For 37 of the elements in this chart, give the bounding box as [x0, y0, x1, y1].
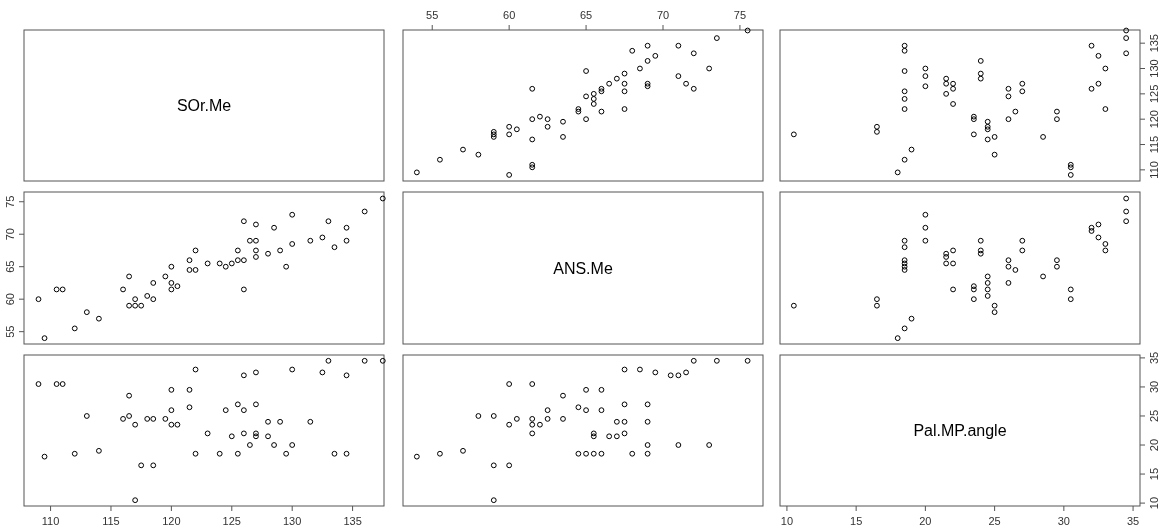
- y-tick-label: 110: [1148, 161, 1160, 179]
- x-tick-label: 35: [1126, 515, 1140, 527]
- text: ANS.Me: [553, 259, 613, 277]
- x-tick-label: 25: [988, 515, 1001, 527]
- y-tick-label: 10: [1148, 496, 1160, 510]
- x-tick-label: 30: [1057, 515, 1070, 527]
- x-tick-label: 20: [919, 515, 932, 527]
- x-tick-label: 70: [656, 9, 670, 21]
- y-tick-label: 25: [1148, 409, 1160, 423]
- x-tick-label: 110: [41, 515, 60, 527]
- x-tick-label: 55: [426, 9, 439, 21]
- y-tick-label: 70: [4, 228, 16, 241]
- x-tick-label: 10: [780, 515, 794, 527]
- x-tick-label: 135: [343, 515, 362, 527]
- x-tick-label: 60: [503, 9, 516, 21]
- y-tick-label: 115: [1148, 135, 1160, 154]
- x-tick-label: 65: [579, 9, 593, 21]
- x-tick-label: 115: [102, 515, 120, 527]
- x-tick-label: 120: [162, 515, 181, 527]
- y-tick-label: 135: [1148, 33, 1160, 53]
- x-tick-label: 130: [283, 515, 302, 527]
- y-tick-label: 20: [1148, 438, 1160, 452]
- y-tick-label: 30: [1148, 380, 1160, 394]
- y-tick-label: 120: [1148, 110, 1160, 129]
- x-tick-label: 125: [222, 515, 241, 527]
- text: SOr.Me: [176, 97, 232, 114]
- y-tick-label: 15: [1148, 467, 1160, 481]
- y-tick-label: 60: [4, 293, 16, 306]
- y-tick-label: 130: [1148, 59, 1160, 78]
- y-tick-label: 55: [4, 325, 16, 338]
- y-tick-label: 75: [4, 195, 16, 208]
- x-tick-label: 75: [733, 9, 747, 21]
- text: Pal.MP.angle: [913, 422, 1007, 439]
- y-tick-label: 125: [1148, 84, 1160, 104]
- y-tick-label: 35: [1148, 351, 1160, 365]
- y-tick-label: 65: [4, 260, 16, 273]
- x-tick-label: 15: [850, 515, 863, 527]
